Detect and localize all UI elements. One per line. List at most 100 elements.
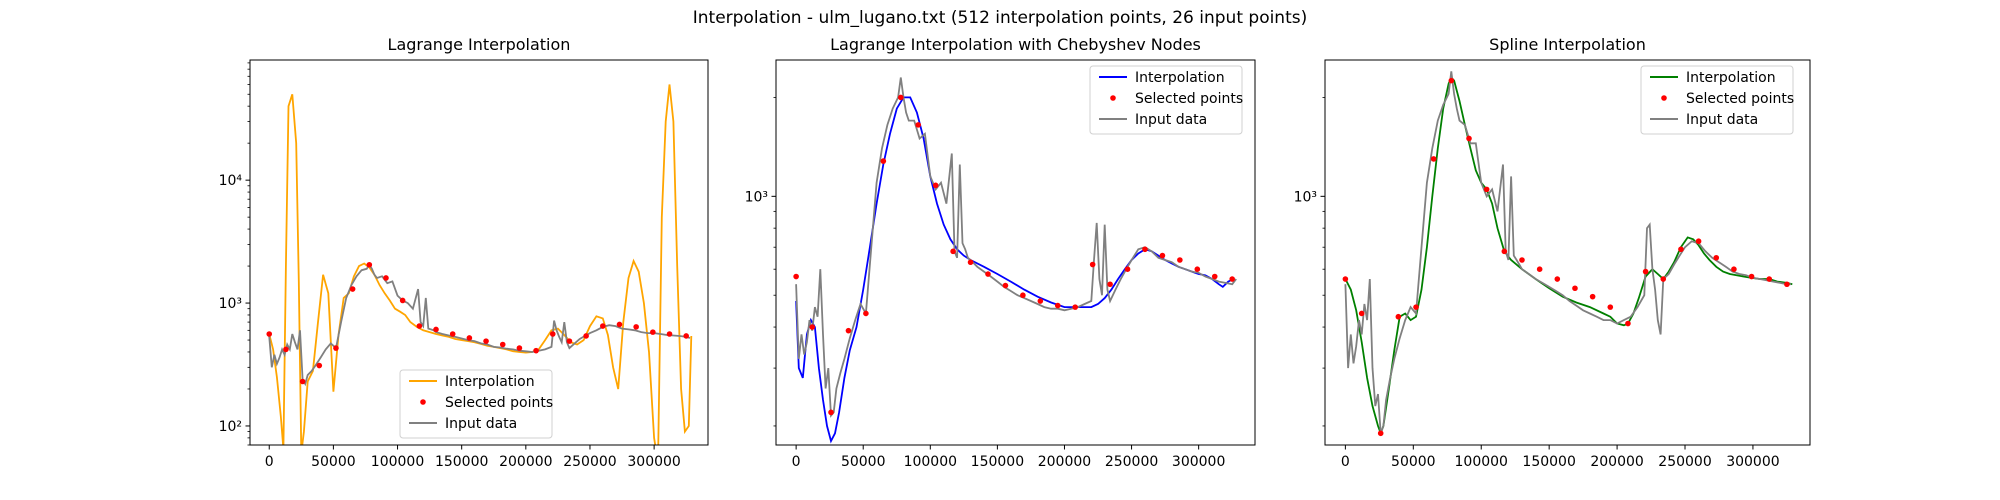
selected-point xyxy=(967,259,974,266)
selected-point xyxy=(266,331,273,337)
selected-point xyxy=(1430,156,1437,162)
x-tick-label: 200000 xyxy=(1038,454,1091,470)
interpolation-line xyxy=(268,84,693,445)
selected-point xyxy=(566,338,573,344)
x-tick-label: 300000 xyxy=(1726,454,1779,470)
input-data-line xyxy=(1344,71,1791,434)
selected-point xyxy=(533,347,539,354)
x-tick-label: 250000 xyxy=(1105,454,1158,470)
x-tick-label: 100000 xyxy=(371,454,424,470)
selected-point xyxy=(897,94,904,101)
selected-point xyxy=(863,310,869,317)
y-tick-label: 10² xyxy=(219,419,242,435)
selected-point xyxy=(299,378,306,385)
selected-point xyxy=(1377,430,1384,437)
subplot-title: Spline Interpolation xyxy=(1489,35,1646,54)
legend: Interpolation Selected points Input data xyxy=(399,369,553,439)
selected-point xyxy=(1159,252,1166,259)
selected-point xyxy=(950,248,956,255)
selected-point xyxy=(583,333,589,339)
chebyshev-panel: Lagrange Interpolation with Chebyshev No… xyxy=(745,35,1256,470)
selected-point xyxy=(1107,281,1113,288)
x-tick-label: 300000 xyxy=(627,454,680,470)
legend-label: Interpolation xyxy=(1686,70,1776,86)
legend-box xyxy=(399,369,553,439)
legend-label: Input data xyxy=(1686,112,1758,128)
x-tick-label: 200000 xyxy=(1590,454,1643,470)
x-tick-label: 250000 xyxy=(1658,454,1711,470)
selected-point xyxy=(516,345,523,351)
selected-point xyxy=(1731,266,1737,273)
selected-point xyxy=(1211,273,1218,280)
x-tick-label: 150000 xyxy=(435,454,488,470)
selected-point xyxy=(366,261,373,268)
selected-point xyxy=(1501,248,1508,255)
selected-point xyxy=(1660,276,1667,282)
selected-point xyxy=(1748,273,1755,280)
selected-point xyxy=(880,158,887,164)
selected-point xyxy=(616,321,623,328)
selected-point xyxy=(650,329,656,335)
selected-point xyxy=(1358,310,1365,317)
x-tick-label: 50000 xyxy=(1391,454,1436,470)
axes-frame xyxy=(775,59,1256,446)
selected-point xyxy=(845,327,852,334)
interpolation-line xyxy=(795,96,1234,444)
x-tick-label: 0 xyxy=(1341,454,1350,470)
legend-box xyxy=(1089,65,1243,135)
x-tick-label: 250000 xyxy=(563,454,616,470)
x-tick-label: 100000 xyxy=(904,454,957,470)
x-tick-label: 200000 xyxy=(499,454,552,470)
legend-points-swatch xyxy=(420,399,426,405)
selected-point xyxy=(1607,304,1614,310)
selected-point xyxy=(549,331,556,337)
subplot-title: Lagrange Interpolation xyxy=(388,35,571,54)
selected-point xyxy=(1342,276,1349,282)
x-tick-label: 0 xyxy=(792,454,801,470)
selected-point xyxy=(349,286,356,292)
selected-point xyxy=(316,362,323,369)
legend-label: Input data xyxy=(445,416,517,432)
x-tick-label: 300000 xyxy=(1172,454,1225,470)
selected-point xyxy=(449,331,456,337)
legend-label: Input data xyxy=(1135,112,1207,128)
selected-point xyxy=(915,122,922,128)
y-tick-label: 10³ xyxy=(219,296,242,312)
subplot-title: Lagrange Interpolation with Chebyshev No… xyxy=(830,35,1201,54)
selected-point xyxy=(683,333,689,339)
selected-point xyxy=(283,346,289,353)
selected-point xyxy=(600,323,606,329)
selected-point xyxy=(932,182,939,189)
selected-point xyxy=(1466,135,1472,142)
legend-label: Selected points xyxy=(1135,91,1243,107)
x-tick-label: 150000 xyxy=(1522,454,1575,470)
selected-point xyxy=(399,297,406,304)
y-tick-label: 10³ xyxy=(745,189,768,205)
selected-point xyxy=(499,341,506,348)
selected-point xyxy=(483,338,489,344)
legend-points-swatch xyxy=(1110,95,1116,101)
legend: Interpolation Selected points Input data xyxy=(1640,65,1794,135)
selected-point xyxy=(416,323,423,329)
lagrange-panel: Lagrange Interpolation 10² 10³ 10⁴ 0 50000 100… xyxy=(219,35,709,470)
plot-area xyxy=(793,77,1237,444)
selected-point xyxy=(1589,293,1596,300)
input-data-line xyxy=(795,77,1237,418)
selected-point xyxy=(1054,302,1061,309)
legend-label: Interpolation xyxy=(1135,70,1225,86)
selected-point xyxy=(1625,320,1631,327)
selected-point xyxy=(1072,304,1079,310)
selected-point xyxy=(433,326,439,333)
plot-area xyxy=(1342,71,1793,437)
selected-point xyxy=(828,409,834,416)
selected-point xyxy=(793,273,799,280)
selected-point xyxy=(1536,266,1543,273)
x-tick-label: 0 xyxy=(265,454,274,470)
selected-point xyxy=(985,271,991,277)
selected-point xyxy=(466,335,473,341)
legend-label: Interpolation xyxy=(445,374,535,390)
legend-box xyxy=(1640,65,1794,135)
legend-label: Selected points xyxy=(1686,91,1794,107)
selected-point xyxy=(1142,246,1148,253)
